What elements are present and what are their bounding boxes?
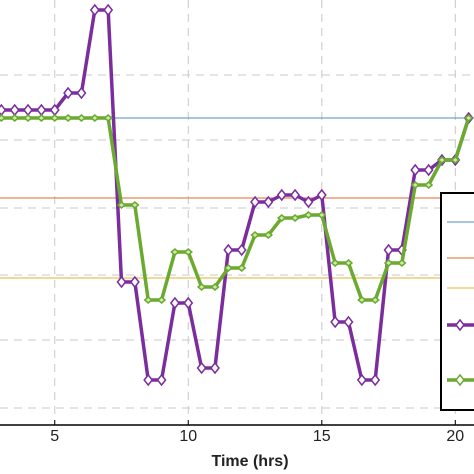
point-marker [437, 156, 447, 164]
point-marker [330, 315, 341, 329]
point-marker [129, 275, 140, 289]
legend-box [440, 192, 474, 411]
point-marker [290, 188, 301, 202]
point-marker [210, 361, 220, 375]
x-tick-label: 15 [313, 428, 331, 445]
point-marker [277, 214, 287, 222]
point-marker [49, 103, 60, 117]
point-marker [397, 259, 407, 267]
point-marker [410, 163, 421, 177]
point-marker [263, 195, 274, 209]
point-marker [276, 188, 287, 202]
point-marker [10, 114, 20, 122]
point-marker [237, 264, 247, 272]
point-marker [169, 296, 180, 310]
x-tick-label: 5 [50, 428, 59, 445]
point-marker [36, 114, 47, 122]
point-marker [423, 181, 434, 189]
point-marker [330, 259, 340, 267]
x-tick-label: 20 [446, 428, 464, 445]
point-marker [50, 114, 60, 122]
point-marker [156, 373, 167, 387]
point-marker [36, 103, 47, 117]
point-marker [370, 373, 381, 387]
point-marker [316, 188, 327, 202]
point-marker [103, 114, 113, 122]
point-marker [410, 181, 420, 189]
point-marker [63, 114, 73, 122]
point-marker [250, 195, 260, 209]
point-marker [0, 114, 6, 122]
point-marker [76, 86, 87, 100]
point-marker [9, 103, 20, 117]
point-marker [317, 211, 327, 219]
plot-area [0, 0, 474, 425]
point-marker [370, 296, 380, 304]
legend-marker [455, 373, 465, 387]
point-marker [116, 201, 127, 209]
point-marker [183, 248, 193, 256]
point-marker [343, 315, 354, 329]
point-marker [76, 114, 87, 122]
point-marker [170, 248, 180, 256]
point-marker [236, 243, 247, 257]
point-marker [223, 264, 233, 272]
point-marker [90, 114, 100, 122]
point-marker [223, 243, 234, 257]
x-tick-label: 10 [179, 428, 197, 445]
point-marker [63, 86, 74, 100]
point-marker [303, 211, 314, 219]
point-marker [343, 259, 354, 267]
point-marker [0, 103, 7, 117]
point-marker [423, 163, 434, 177]
point-marker [450, 156, 460, 164]
legend [440, 192, 474, 411]
legend-marker [455, 318, 465, 332]
point-marker [250, 231, 260, 239]
point-marker [210, 283, 220, 291]
point-marker [23, 103, 33, 117]
point-marker [143, 373, 154, 387]
point-marker [23, 114, 33, 122]
point-marker [357, 296, 367, 304]
point-marker [196, 283, 207, 291]
point-marker [143, 296, 153, 304]
point-marker [183, 296, 194, 310]
point-marker [290, 214, 300, 222]
point-marker [89, 3, 100, 17]
point-marker [130, 201, 140, 209]
x-axis-label: Time (hrs) [211, 453, 288, 470]
point-marker [383, 243, 394, 257]
point-marker [156, 296, 167, 304]
point-marker [263, 231, 274, 239]
point-marker [464, 114, 474, 122]
point-marker [383, 259, 394, 267]
point-marker [303, 195, 314, 209]
point-marker [103, 3, 114, 17]
point-marker [116, 275, 127, 289]
point-marker [356, 373, 367, 387]
point-marker [196, 361, 207, 375]
